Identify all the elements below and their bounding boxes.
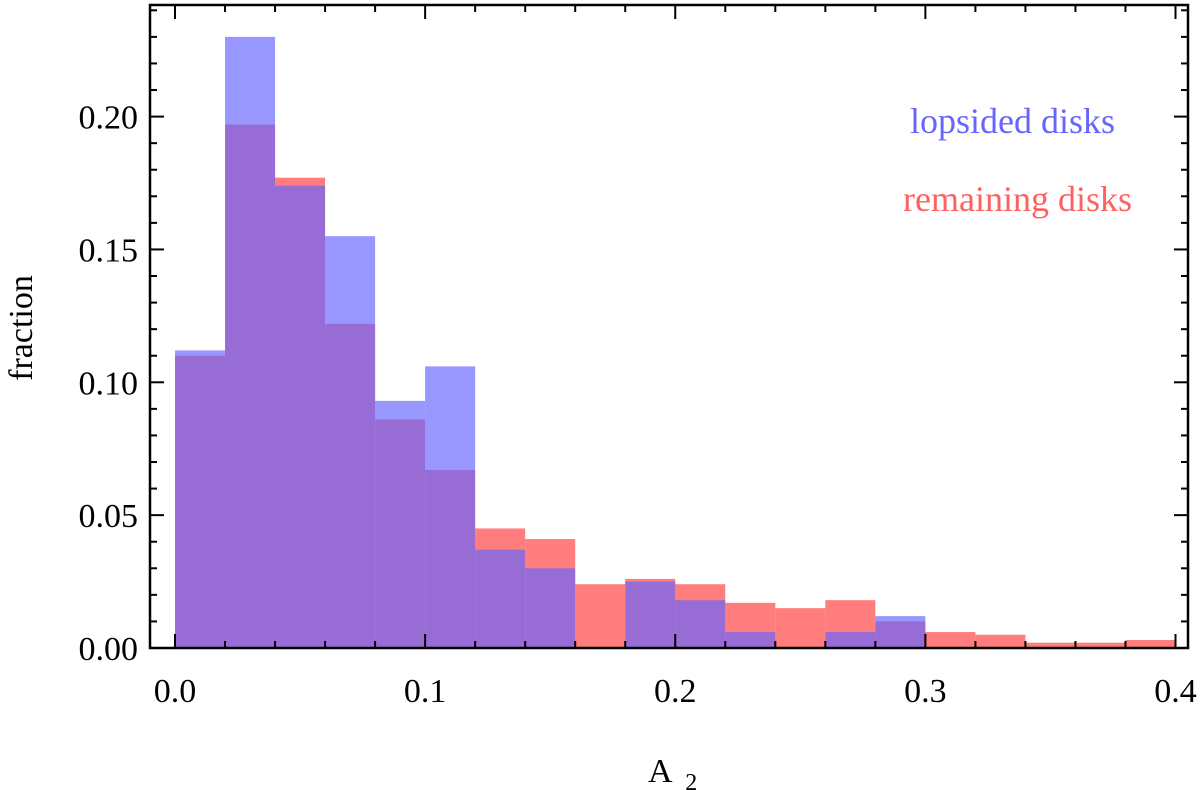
legend-remaining-disks: remaining disks [903, 179, 1132, 219]
lopsided-disks-bar-3 [325, 236, 376, 648]
x-tick-labels: 0.0 0.1 0.2 0.3 0.4 [154, 673, 1197, 710]
remaining-disks-bar-8 [575, 584, 626, 648]
x-axis-title-subscript: 2 [685, 770, 697, 790]
y-tick-label: 0.10 [79, 365, 139, 402]
remaining-disks-bar-19 [1125, 640, 1176, 648]
y-tick-label: 0.05 [79, 498, 139, 535]
lopsided-disks-bar-11 [725, 632, 776, 648]
lopsided-disks-bar-4 [375, 400, 426, 648]
remaining-disks-bar-18 [1075, 642, 1126, 648]
x-tick-label: 0.4 [1154, 673, 1197, 710]
y-tick-labels: 0.00 0.05 0.10 0.15 0.20 [79, 100, 139, 668]
lopsided-disks-bar-10 [675, 600, 726, 648]
x-tick-label: 0.2 [654, 673, 697, 710]
lopsided-disks-bar-2 [275, 185, 326, 649]
lopsided-disks-bar-14 [875, 616, 926, 648]
legend-lopsided-disks: lopsided disks [910, 101, 1115, 141]
y-tick-label: 0.00 [79, 631, 139, 668]
lopsided-disks-bar-9 [625, 581, 676, 648]
lopsided-disks-bar-7 [525, 568, 576, 648]
lopsided-disks-bar-5 [425, 366, 476, 648]
remaining-disks-bar-12 [775, 608, 826, 648]
lopsided-disks-bar-0 [175, 350, 226, 648]
lopsided-disks-bar-13 [825, 632, 876, 648]
axis-ticks [150, 5, 1188, 649]
x-axis-title: A 2 [648, 753, 697, 790]
plot-frame [148, 3, 1190, 650]
x-tick-label: 0.3 [904, 673, 947, 710]
x-tick-label: 0.0 [154, 673, 197, 710]
remaining-disks-bar-16 [975, 634, 1026, 648]
lopsided-disks-bar-6 [475, 549, 526, 648]
remaining-disks-bar-15 [925, 632, 976, 648]
x-tick-label: 0.1 [404, 673, 447, 710]
x-axis-title-main: A [648, 753, 673, 790]
lopsided-disks-bars [175, 36, 926, 649]
remaining-disks-bar-17 [1025, 642, 1076, 648]
y-axis-title: fraction [3, 275, 40, 381]
y-tick-label: 0.20 [79, 100, 139, 137]
lopsided-disks-bar-1 [225, 36, 276, 649]
y-tick-label: 0.15 [79, 232, 139, 269]
